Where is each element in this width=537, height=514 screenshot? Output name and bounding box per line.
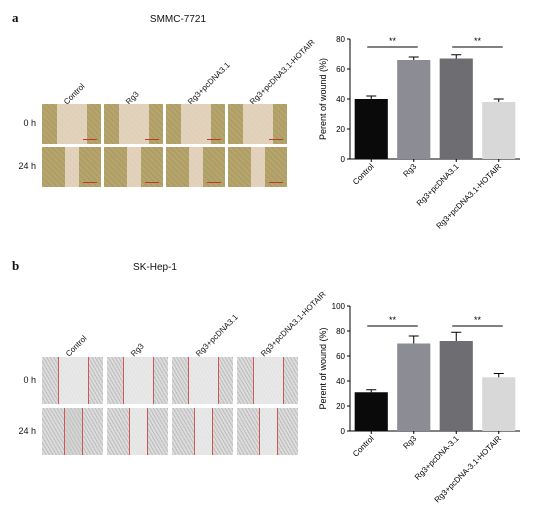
micrograph-image xyxy=(166,147,225,187)
x-tick-label: Rg3+pcDNA-3.1 xyxy=(413,434,461,482)
micrograph-row-label: 0 h xyxy=(23,118,36,128)
bar-chart-a: 0 20 40 60 80 Perent of wound (%) Control Rg3Rg… xyxy=(318,35,520,231)
micrograph-column-label: Rg3+pcDNA3.1 xyxy=(194,312,240,359)
micrograph-column-label: Control xyxy=(62,81,87,107)
y-tick-label: 40 xyxy=(336,377,345,386)
micrograph-column-label: Rg3 xyxy=(129,341,146,359)
micrograph-image xyxy=(107,408,168,455)
panel-title-a: SMMC-7721 xyxy=(149,14,207,25)
micrograph-row-label: 24 h xyxy=(18,425,36,436)
micrograph-row-label: 0 h xyxy=(23,374,36,385)
y-tick-label: 0 xyxy=(341,155,346,164)
bar xyxy=(354,99,388,159)
micrograph-image xyxy=(42,104,101,144)
significance-label: ** xyxy=(389,36,397,46)
micrograph-image xyxy=(42,408,103,455)
micrograph-image xyxy=(107,357,168,404)
micrograph-image xyxy=(42,147,101,187)
x-tick-label: Rg3 xyxy=(401,162,418,179)
micrograph-image xyxy=(42,357,103,404)
micrograph-image xyxy=(172,357,233,404)
y-axis-label: Perent of wound (%) xyxy=(318,327,328,409)
bar xyxy=(439,58,473,159)
bar xyxy=(482,377,516,431)
y-tick-label: 60 xyxy=(336,65,345,74)
y-tick-label: 20 xyxy=(336,402,345,411)
panel-letter-a: a xyxy=(12,10,19,25)
panel-title-b: SK-Hep-1 xyxy=(133,262,177,273)
y-tick-label: 20 xyxy=(336,125,345,134)
micrograph-image xyxy=(172,408,233,455)
significance-label: ** xyxy=(474,315,482,325)
significance-label: ** xyxy=(389,315,397,325)
x-tick-label: Rg3+pcDNA3.1 xyxy=(415,162,461,208)
y-tick-label: 40 xyxy=(336,95,345,104)
y-tick-label: 60 xyxy=(336,352,345,361)
micrograph-image xyxy=(228,147,287,187)
bar-chart-b: 0 20 40 60 80 100 Perent of wound (%) Control Rg… xyxy=(318,302,520,505)
bar xyxy=(397,60,431,159)
micrograph-image xyxy=(166,104,225,144)
y-tick-label: 100 xyxy=(332,302,346,311)
micrograph-row-label: 24 h xyxy=(18,161,36,171)
micrograph-column-label: Rg3+pcDNA3.1 xyxy=(186,60,232,107)
micrograph-image xyxy=(237,357,298,404)
x-tick-label: Rg3 xyxy=(401,434,418,451)
bar xyxy=(482,102,516,159)
significance-label: ** xyxy=(474,36,482,46)
y-tick-label: 80 xyxy=(336,327,345,336)
panel-letter-b: b xyxy=(12,258,20,273)
y-axis-label: Perent of wound (%) xyxy=(318,58,328,140)
micrograph-image xyxy=(228,104,287,144)
bar xyxy=(439,341,473,431)
x-tick-label: Control xyxy=(351,434,376,459)
bar xyxy=(354,392,388,431)
x-tick-label: Control xyxy=(351,162,376,187)
micrograph-image xyxy=(104,147,163,187)
y-tick-label: 0 xyxy=(341,427,346,436)
micrograph-image xyxy=(104,104,163,144)
micrograph-image xyxy=(237,408,298,455)
bar xyxy=(397,343,431,431)
micrograph-column-label: Control xyxy=(64,333,89,359)
y-tick-label: 80 xyxy=(336,35,345,44)
